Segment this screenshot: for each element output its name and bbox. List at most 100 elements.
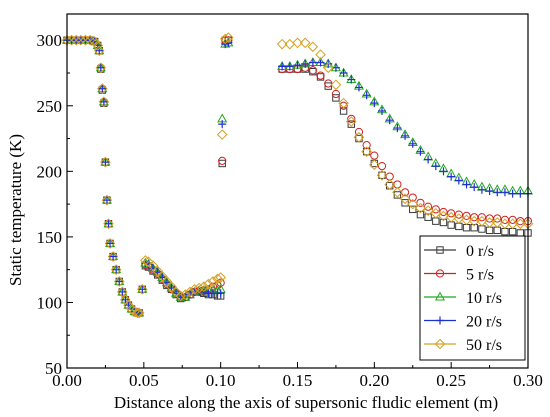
data-point [439, 218, 448, 227]
data-point [136, 284, 148, 295]
data-point [353, 131, 365, 143]
data-point [100, 156, 111, 168]
data-point [102, 196, 111, 205]
data-point [219, 33, 231, 45]
data-point [218, 159, 226, 168]
data-point [132, 307, 143, 319]
data-point [408, 139, 417, 148]
data-point [308, 58, 317, 67]
data-point [407, 198, 419, 210]
data-point [370, 159, 379, 168]
data-point [500, 188, 509, 197]
data-point [422, 205, 434, 216]
data-point [299, 37, 311, 49]
data-point [324, 79, 333, 88]
data-point [409, 205, 417, 214]
data-point [354, 83, 363, 92]
legend-marker [434, 291, 446, 301]
data-point [123, 299, 134, 311]
legend-item: 50 r/s [424, 337, 502, 354]
data-point [140, 255, 151, 266]
data-point [439, 207, 448, 217]
data-point [438, 210, 449, 222]
data-point [193, 282, 205, 294]
data-point [293, 61, 302, 70]
data-point [393, 124, 402, 133]
y-tick-label: 300 [37, 31, 63, 50]
legend-label: 20 r/s [466, 314, 502, 331]
data-point [345, 116, 357, 127]
data-point [477, 213, 486, 222]
y-axis-label: Static temperature (K) [6, 134, 25, 286]
data-point [101, 158, 110, 167]
data-point [508, 189, 517, 198]
data-point [401, 199, 409, 207]
plot-frame [66, 13, 529, 369]
data-point [113, 276, 125, 287]
data-point [117, 286, 128, 298]
data-point [75, 34, 87, 46]
data-point [455, 222, 463, 231]
data-point [424, 202, 433, 211]
data-point [508, 215, 517, 224]
data-point [216, 289, 225, 298]
data-point [416, 198, 425, 207]
data-point [416, 210, 425, 219]
data-point [101, 194, 113, 206]
data-point [207, 276, 219, 287]
data-point [347, 75, 356, 84]
data-point [339, 69, 348, 77]
data-point [484, 217, 495, 228]
data-point [218, 120, 227, 129]
data-point [99, 97, 108, 106]
data-point [121, 295, 130, 304]
data-point [408, 193, 417, 202]
data-point [445, 211, 457, 223]
data-point [401, 131, 410, 140]
data-point [454, 176, 463, 185]
data-point [332, 94, 340, 102]
data-point [370, 99, 379, 108]
data-point [454, 210, 463, 219]
data-point [218, 156, 227, 165]
data-point [361, 146, 372, 157]
data-point [462, 224, 471, 232]
data-point [198, 281, 210, 293]
data-point [316, 71, 325, 80]
data-point [432, 217, 440, 225]
data-point [120, 294, 131, 306]
data-point [339, 101, 348, 110]
legend: 0 r/s 5 r/s 10 r/s 20 r/s 50 r/s [419, 235, 526, 361]
data-point [478, 225, 486, 233]
legend-marker [436, 316, 444, 325]
data-point [315, 49, 326, 60]
data-point [362, 91, 371, 100]
data-point [499, 218, 511, 230]
data-point [468, 215, 480, 227]
data-point [97, 83, 108, 95]
data-point [96, 63, 105, 72]
x-tick-label: 0.15 [283, 371, 313, 390]
x-tick-label: 0.10 [206, 371, 236, 390]
data-point [292, 37, 303, 49]
data-point [98, 84, 107, 93]
data-point [203, 278, 214, 290]
data-point [385, 116, 394, 125]
legend-marker [436, 246, 444, 254]
x-axis-label: Distance along the axis of supersonic fl… [114, 393, 498, 412]
data-point [70, 34, 82, 46]
legend-label: 0 r/s [466, 243, 494, 260]
data-point [462, 211, 471, 221]
data-point [516, 189, 525, 198]
data-point [338, 97, 349, 109]
legend-item: 0 r/s [424, 243, 494, 260]
data-point [431, 162, 440, 171]
data-point [107, 251, 119, 262]
data-point [493, 226, 501, 235]
data-point [104, 219, 113, 228]
data-point [223, 32, 234, 43]
data-point [138, 285, 147, 294]
data-point [106, 239, 115, 248]
legend-label: 5 r/s [466, 267, 494, 284]
